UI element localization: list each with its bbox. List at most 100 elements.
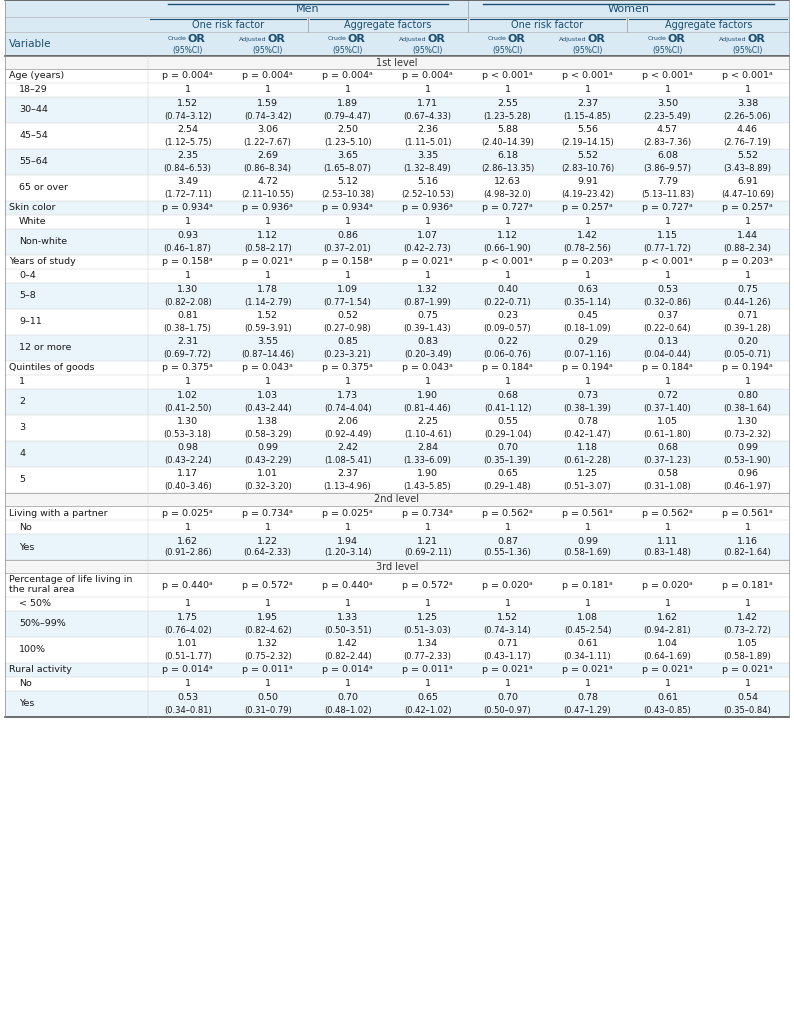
Text: (0.58–2.17): (0.58–2.17) <box>244 244 291 252</box>
Text: 5.12: 5.12 <box>337 177 358 186</box>
Text: p = 0.561ᵃ: p = 0.561ᵃ <box>562 508 613 518</box>
Text: (0.81–4.46): (0.81–4.46) <box>403 403 452 413</box>
Text: 1.42: 1.42 <box>737 613 758 623</box>
Text: (0.55–1.36): (0.55–1.36) <box>484 548 531 558</box>
Text: (2.83–7.36): (2.83–7.36) <box>643 138 692 146</box>
Text: (0.53–3.18): (0.53–3.18) <box>164 429 212 438</box>
Text: 1.38: 1.38 <box>257 418 278 426</box>
Text: Aggregate factors: Aggregate factors <box>665 20 752 30</box>
Text: (0.35–0.84): (0.35–0.84) <box>723 706 771 714</box>
Text: Adjusted: Adjusted <box>559 36 587 41</box>
Text: (2.53–10.38): (2.53–10.38) <box>321 189 374 199</box>
Text: 6.08: 6.08 <box>657 151 678 161</box>
Text: 1: 1 <box>345 600 351 608</box>
Text: (0.64–1.69): (0.64–1.69) <box>644 651 692 661</box>
Text: 1: 1 <box>504 85 511 95</box>
Text: 0.54: 0.54 <box>737 694 758 703</box>
Text: 1.18: 1.18 <box>577 443 598 453</box>
Bar <box>5 534 789 560</box>
Text: p = 0.727ᵃ: p = 0.727ᵃ <box>482 204 533 213</box>
Text: (0.87–14.46): (0.87–14.46) <box>241 350 295 358</box>
Text: (0.74–3.42): (0.74–3.42) <box>244 111 291 120</box>
Text: OR: OR <box>507 34 526 44</box>
Text: 1: 1 <box>345 378 351 387</box>
Text: (1.10–4.61): (1.10–4.61) <box>404 429 451 438</box>
Text: (2.40–14.39): (2.40–14.39) <box>481 138 534 146</box>
Text: (0.39–1.43): (0.39–1.43) <box>403 323 452 332</box>
Text: (0.51–3.07): (0.51–3.07) <box>564 482 611 491</box>
Text: 1.89: 1.89 <box>337 100 358 108</box>
Text: (0.20–3.49): (0.20–3.49) <box>404 350 451 358</box>
Text: 0.61: 0.61 <box>657 694 678 703</box>
Text: One risk factor: One risk factor <box>191 20 264 30</box>
Text: OR: OR <box>187 34 206 44</box>
Text: (0.23–3.21): (0.23–3.21) <box>324 350 372 358</box>
Text: 1: 1 <box>345 85 351 95</box>
Text: 1: 1 <box>425 679 430 688</box>
Text: 0.99: 0.99 <box>577 536 598 545</box>
Text: 1: 1 <box>745 272 750 281</box>
Text: (1.13–4.96): (1.13–4.96) <box>324 482 372 491</box>
Text: 0.23: 0.23 <box>497 312 518 320</box>
Text: 5–8: 5–8 <box>19 291 36 300</box>
Text: 1.90: 1.90 <box>417 391 438 400</box>
Text: 1.32: 1.32 <box>257 639 278 648</box>
Text: (0.38–1.75): (0.38–1.75) <box>164 323 212 332</box>
Text: 12.63: 12.63 <box>494 177 521 186</box>
Text: (2.11–10.55): (2.11–10.55) <box>241 189 294 199</box>
Text: (0.92–4.49): (0.92–4.49) <box>324 429 372 438</box>
Text: (0.38–1.64): (0.38–1.64) <box>723 403 772 413</box>
Text: (95%CI): (95%CI) <box>732 45 762 55</box>
Bar <box>5 309 789 335</box>
Text: (0.77–2.33): (0.77–2.33) <box>403 651 452 661</box>
Bar <box>5 663 789 677</box>
Bar <box>5 691 789 717</box>
Text: (3.86–9.57): (3.86–9.57) <box>643 164 692 173</box>
Text: No: No <box>19 679 32 688</box>
Text: (95%CI): (95%CI) <box>653 45 683 55</box>
Text: 1: 1 <box>745 85 750 95</box>
Text: p = 0.734ᵃ: p = 0.734ᵃ <box>402 508 453 518</box>
Text: (0.43–2.29): (0.43–2.29) <box>244 456 291 464</box>
Text: 2.69: 2.69 <box>257 151 278 161</box>
Text: 1: 1 <box>185 272 191 281</box>
Text: (0.94–2.81): (0.94–2.81) <box>644 626 692 635</box>
Text: (2.19–14.15): (2.19–14.15) <box>561 138 614 146</box>
Text: 1.03: 1.03 <box>257 391 278 400</box>
Text: p < 0.001ᵃ: p < 0.001ᵃ <box>642 257 693 267</box>
Text: p = 0.043ᵃ: p = 0.043ᵃ <box>242 363 293 372</box>
Text: (5.13–11.83): (5.13–11.83) <box>641 189 694 199</box>
Text: p < 0.001ᵃ: p < 0.001ᵃ <box>562 71 613 80</box>
Text: 0.70: 0.70 <box>497 694 518 703</box>
Text: 1.15: 1.15 <box>657 232 678 241</box>
Text: 2.36: 2.36 <box>417 126 438 135</box>
Text: p = 0.562ᵃ: p = 0.562ᵃ <box>642 508 693 518</box>
Text: p = 0.021ᵃ: p = 0.021ᵃ <box>642 666 693 674</box>
Text: 1: 1 <box>264 272 271 281</box>
Text: 1: 1 <box>185 85 191 95</box>
Text: 1.33: 1.33 <box>337 613 358 623</box>
Text: 1: 1 <box>185 378 191 387</box>
Bar <box>5 32 789 56</box>
Text: 1: 1 <box>264 600 271 608</box>
Text: p = 0.025ᵃ: p = 0.025ᵃ <box>322 508 373 518</box>
Text: (2.83–10.76): (2.83–10.76) <box>561 164 614 173</box>
Text: OR: OR <box>348 34 365 44</box>
Text: 30–44: 30–44 <box>19 106 48 114</box>
Text: Adjusted: Adjusted <box>719 36 746 41</box>
Bar <box>5 335 789 361</box>
Text: 0.20: 0.20 <box>737 338 758 347</box>
Text: 1.02: 1.02 <box>177 391 198 400</box>
Text: (0.45–2.54): (0.45–2.54) <box>564 626 611 635</box>
Text: p = 0.727ᵃ: p = 0.727ᵃ <box>642 204 693 213</box>
Text: p = 0.021ᵃ: p = 0.021ᵃ <box>403 257 453 267</box>
Text: (0.58–1.89): (0.58–1.89) <box>723 651 771 661</box>
Bar <box>5 97 789 123</box>
Text: 3.38: 3.38 <box>737 100 758 108</box>
Text: Skin color: Skin color <box>9 204 56 213</box>
Text: (0.18–1.09): (0.18–1.09) <box>564 323 611 332</box>
Text: 1: 1 <box>584 600 591 608</box>
Bar <box>5 255 789 269</box>
Text: 1: 1 <box>185 217 191 226</box>
Text: 1: 1 <box>185 679 191 688</box>
